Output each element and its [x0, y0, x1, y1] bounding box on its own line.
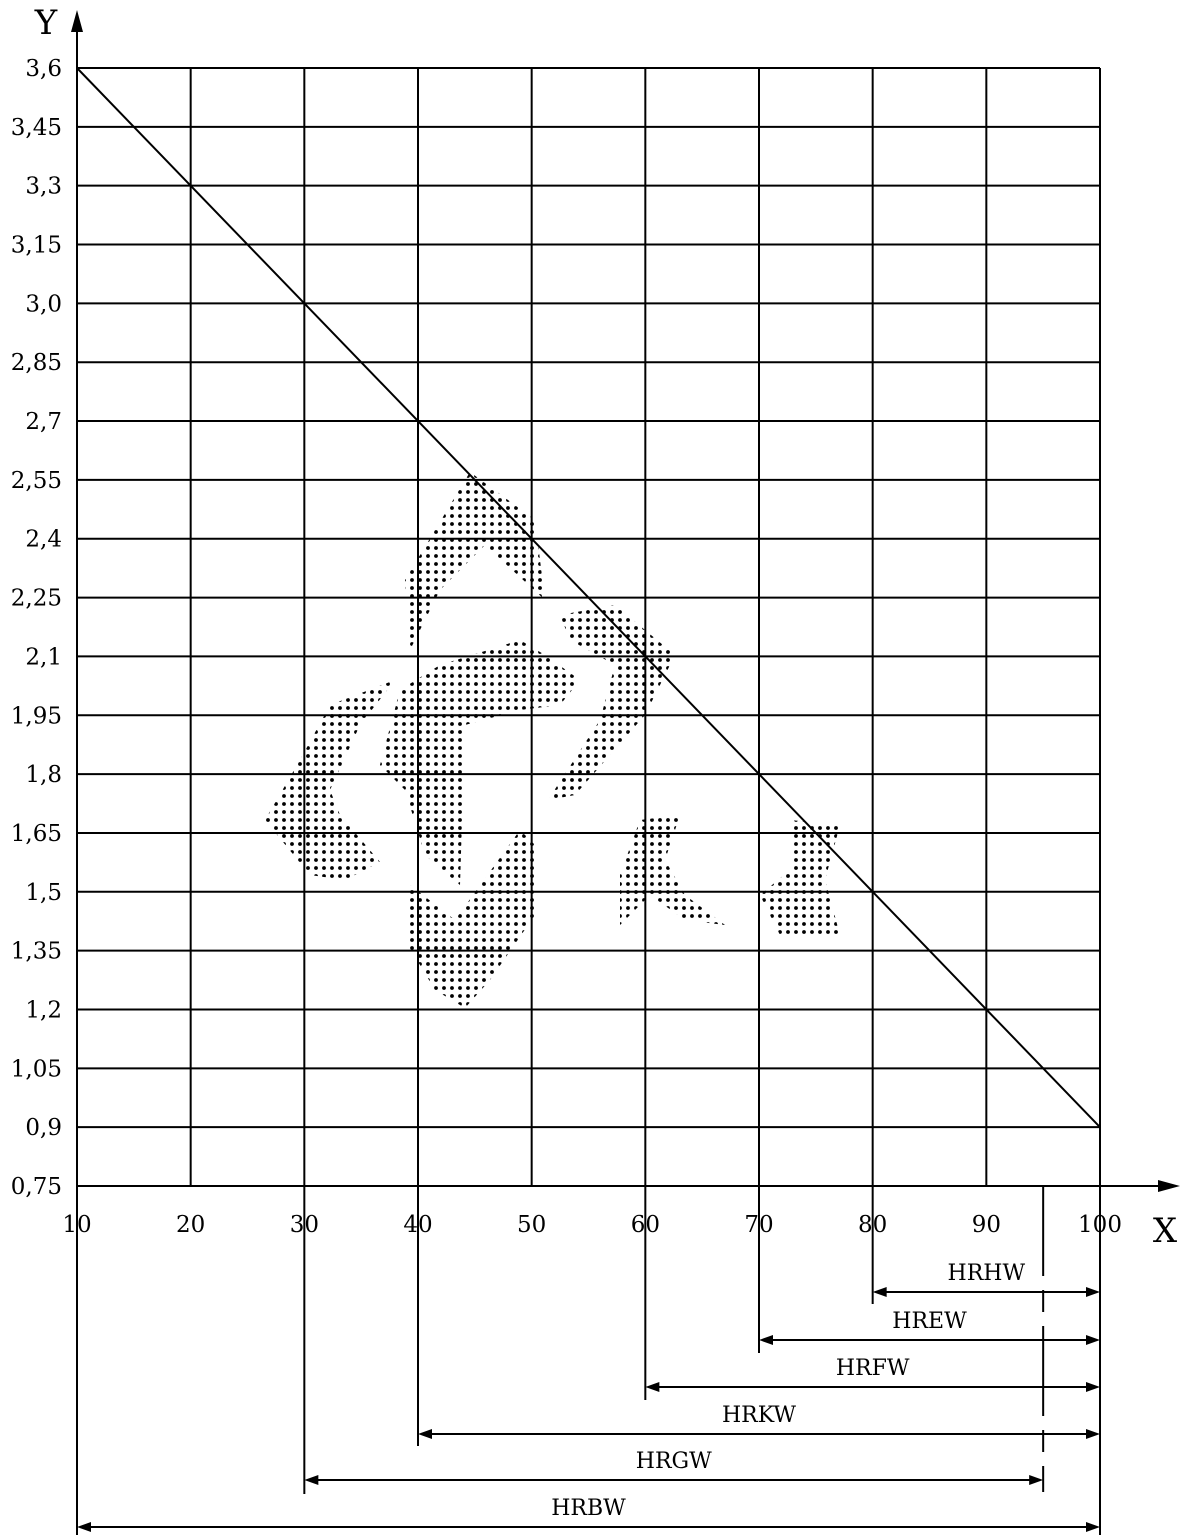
y-tick-label: 1,65	[11, 821, 62, 847]
watermark-logo	[265, 472, 840, 1008]
y-tick-label: 0,75	[11, 1174, 62, 1200]
y-tick-label: 1,8	[25, 762, 62, 788]
axes	[71, 10, 1180, 1535]
y-tick-label: 3,15	[11, 233, 62, 259]
range-label: HRBW	[551, 1496, 626, 1521]
x-axis-arrow-icon	[1158, 1180, 1180, 1192]
arrow-left-icon	[645, 1382, 660, 1392]
y-tick-label: 1,2	[25, 997, 62, 1023]
arrow-right-icon	[1086, 1335, 1100, 1345]
hardness-ranges: HRHW HREW HRFW HRKW HRGW HRBW	[77, 1186, 1101, 1535]
y-tick-label: 2,4	[25, 527, 62, 553]
arrow-right-icon	[1086, 1287, 1100, 1297]
x-tick-label: 20	[176, 1212, 205, 1238]
series-line	[76, 67, 1101, 1128]
arrow-left-icon	[77, 1522, 91, 1532]
range-hrbw: HRBW	[77, 1496, 1100, 1532]
range-label: HRKW	[722, 1403, 796, 1428]
y-tick-label: 3,45	[11, 115, 62, 141]
range-hrhw: HRHW	[871, 1186, 1100, 1304]
range-label: HREW	[892, 1309, 967, 1334]
y-axis-arrow-icon	[71, 10, 83, 32]
arrow-left-icon	[304, 1475, 319, 1485]
y-tick-label: 3,3	[25, 174, 62, 200]
y-tick-label: 2,25	[11, 586, 62, 612]
y-tick-label: 3,0	[25, 291, 62, 317]
x-tick-label: 90	[972, 1212, 1001, 1238]
range-hrkw: HRKW	[417, 1186, 1100, 1446]
x-tick-labels: 10 20 30 40 50 60 70 80 90 100	[62, 1212, 1122, 1238]
arrow-right-icon	[1086, 1382, 1100, 1392]
arrow-right-icon	[1086, 1429, 1100, 1439]
series	[76, 67, 1101, 1128]
arrow-left-icon	[418, 1429, 432, 1439]
arrow-right-icon	[1029, 1475, 1044, 1485]
y-tick-label: 0,9	[25, 1115, 62, 1141]
y-tick-label: 1,35	[11, 939, 62, 965]
arrow-left-icon	[759, 1335, 773, 1345]
range-hrfw: HRFW	[644, 1186, 1100, 1400]
y-tick-label: 2,85	[11, 350, 62, 376]
y-tick-label: 2,1	[25, 644, 62, 670]
x-axis-label: X	[1153, 1211, 1178, 1251]
range-label: HRGW	[636, 1449, 712, 1474]
y-tick-label: 3,6	[25, 56, 62, 82]
y-tick-label: 1,5	[25, 880, 62, 906]
y-axis-label: Y	[34, 3, 58, 43]
y-tick-label: 2,55	[11, 468, 62, 494]
range-label: HRHW	[948, 1261, 1026, 1286]
y-tick-labels: 0,75 0,9 1,05 1,2 1,35 1,5 1,65 1,8 1,95 2,1 2,25 2…	[11, 56, 62, 1200]
y-tick-label: 1,05	[11, 1056, 62, 1082]
x-tick-label: 10	[62, 1212, 91, 1238]
y-tick-label: 1,95	[11, 703, 62, 729]
range-hrgw: HRGW	[303, 1186, 1044, 1494]
arrow-right-icon	[1086, 1522, 1100, 1532]
grid	[77, 67, 1101, 1186]
arrow-left-icon	[872, 1287, 887, 1297]
range-hrew: HREW	[758, 1186, 1100, 1353]
y-tick-label: 2,7	[25, 409, 62, 435]
x-tick-label: 50	[517, 1212, 546, 1238]
range-label: HRFW	[836, 1356, 910, 1381]
